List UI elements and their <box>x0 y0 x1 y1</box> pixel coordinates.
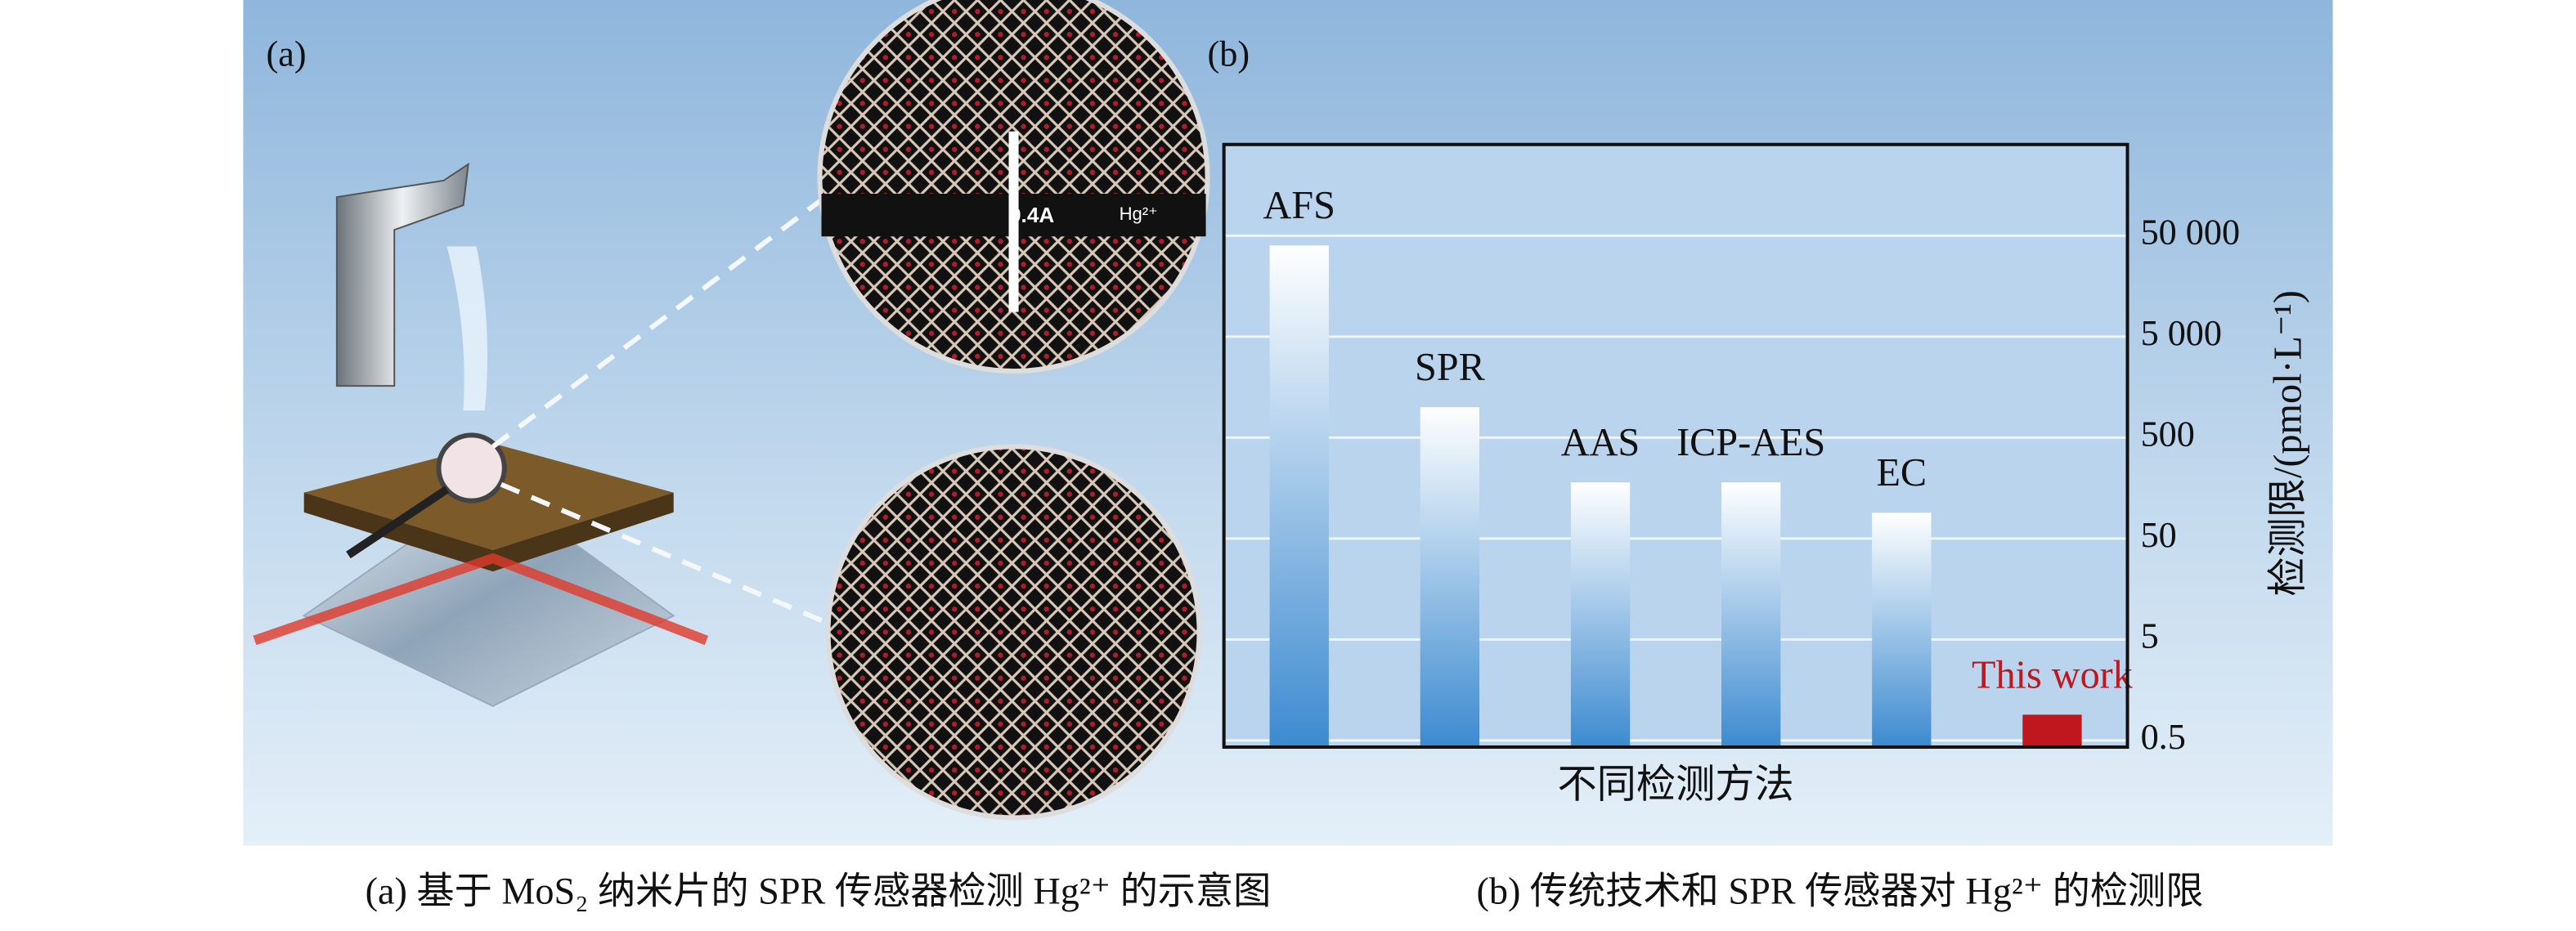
y-tick-label: 50 000 <box>2141 212 2241 252</box>
bar-label: This work <box>1972 653 2134 696</box>
caption: (b) 传统技术和 SPR 传感器对 Hg²⁺ 的检测限 <box>1477 870 2204 911</box>
bar <box>2022 714 2082 748</box>
bar-label: EC <box>1876 451 1927 495</box>
bar-label: SPR <box>1415 346 1486 389</box>
y-tick-label: 5 000 <box>2141 313 2222 353</box>
panel-label: (b) <box>1208 34 1250 74</box>
y-tick-label: 0.5 <box>2141 717 2186 757</box>
bar-label: ICP-AES <box>1676 421 1825 464</box>
illustration-label: Hg²⁺ <box>1120 204 1158 224</box>
illustration <box>253 0 1210 821</box>
bar <box>1269 245 1329 748</box>
plot-frame <box>1222 142 2129 750</box>
bar <box>1570 482 1631 748</box>
bar <box>1721 482 1781 748</box>
y-tick-label: 5 <box>2141 616 2159 656</box>
bar-label: AAS <box>1561 421 1640 464</box>
bar <box>1420 407 1480 748</box>
y-axis-title: 检测限/(pmol·L⁻¹) <box>2266 290 2309 597</box>
illustration-label: 9.4A <box>1009 203 1054 227</box>
x-axis-title: 不同检测方法 <box>1557 763 1793 806</box>
caption: (a) 基于 MoS₂ 纳米片的 SPR 传感器检测 Hg²⁺ 的示意图 <box>366 870 1272 911</box>
panel-label: (a) <box>267 34 307 74</box>
bar-label: AFS <box>1263 184 1335 227</box>
plot-area <box>1223 144 2128 748</box>
y-tick-label: 50 <box>2141 515 2177 555</box>
y-tick-label: 500 <box>2141 414 2195 454</box>
bar <box>1872 512 1932 748</box>
